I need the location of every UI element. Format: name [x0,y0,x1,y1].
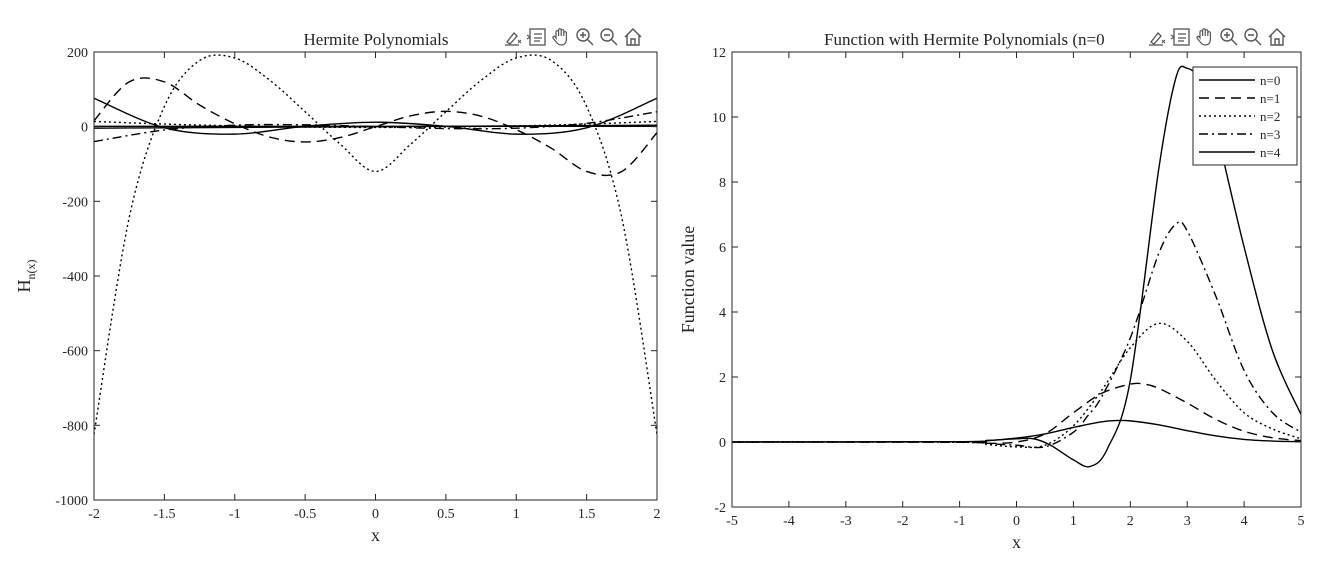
y-tick-label: -400 [62,270,88,285]
x-tick-label: -1 [954,514,966,529]
zoom-out-icon[interactable] [598,26,620,48]
x-tick-label: 2 [654,507,661,522]
series-line-1 [94,124,657,129]
x-tick-label: 5 [1298,514,1305,529]
series-line-5 [94,77,657,177]
series-group [94,54,657,435]
data-tips-icon[interactable] [1170,26,1192,48]
y-tick-label: 8 [719,176,726,191]
chart-title: Hermite Polynomials [304,30,449,49]
brush-icon[interactable] [502,26,524,48]
y-tick-label: 4 [719,306,726,321]
legend-label-n=0: n=0 [1260,73,1280,88]
zoom-in-icon[interactable] [574,26,596,48]
series-line-1 [732,382,1301,445]
y-tick-label: -2 [714,501,726,516]
x-tick-label: 1 [513,507,520,522]
pan-hand-icon[interactable] [550,26,572,48]
y-tick-label: -600 [62,345,88,360]
series-line-3 [732,220,1301,449]
data-tips-icon[interactable] [526,26,548,48]
legend-label-n=4: n=4 [1260,145,1281,160]
x-tick-label: 1 [1070,514,1077,529]
legend[interactable]: n=0 n=1 n=2 n=3 n=4 [1192,66,1298,166]
plot-area [94,52,657,500]
y-tick-label: -1000 [55,494,88,509]
zoom-in-icon[interactable] [1218,26,1240,48]
series-line-4 [94,97,657,135]
x-tick-label: -1 [229,507,241,522]
x-tick-label: 0.5 [437,507,455,522]
brush-icon[interactable] [1146,26,1168,48]
y-tick-label: 12 [712,46,726,61]
y-tick-label: 10 [712,111,726,126]
y-axis-label: Function value [678,226,698,333]
x-axis-label: x [1012,532,1021,552]
x-tick-label: -2 [897,514,909,529]
x-tick-label: -0.5 [294,507,316,522]
x-tick-label: 0 [372,507,379,522]
x-tick-label: -2 [88,507,100,522]
series-line-2 [94,120,657,129]
y-tick-label: -200 [62,195,88,210]
home-icon[interactable] [622,26,644,48]
y-axis-label: Hn(x) [14,260,38,293]
y-tick-label: 0 [81,121,88,136]
x-tick-label: 4 [1241,514,1248,529]
pan-hand-icon[interactable] [1194,26,1216,48]
x-tick-label: -3 [840,514,852,529]
x-tick-label: 1.5 [578,507,596,522]
x-axis-label: x [371,525,380,545]
x-tick-label: -1.5 [153,507,175,522]
x-tick-label: 0 [1013,514,1020,529]
zoom-out-icon[interactable] [1242,26,1264,48]
home-icon[interactable] [1266,26,1288,48]
x-tick-label: -4 [783,514,795,529]
hermite-polynomials-chart[interactable]: -2 -1.5 -1 -0.5 0 0.5 1 1.5 2 -1000 -800 -600 -400 -2… [14,26,661,545]
y-tick-label: -800 [62,419,88,434]
series-line-2 [732,322,1301,449]
legend-label-n=2: n=2 [1260,109,1280,124]
x-tick-label: -5 [726,514,738,529]
x-tick-label: 2 [1127,514,1134,529]
chart-title: Function with Hermite Polynomials (n=0 [824,30,1105,49]
y-tick-label: 6 [719,241,726,256]
legend-label-n=3: n=3 [1260,127,1280,142]
x-tick-label: 3 [1184,514,1191,529]
series-line-6 [94,54,657,435]
y-tick-label: 2 [719,371,726,386]
legend-label-n=1: n=1 [1260,91,1280,106]
y-tick-label: 0 [719,436,726,451]
y-tick-label: 200 [67,46,88,61]
